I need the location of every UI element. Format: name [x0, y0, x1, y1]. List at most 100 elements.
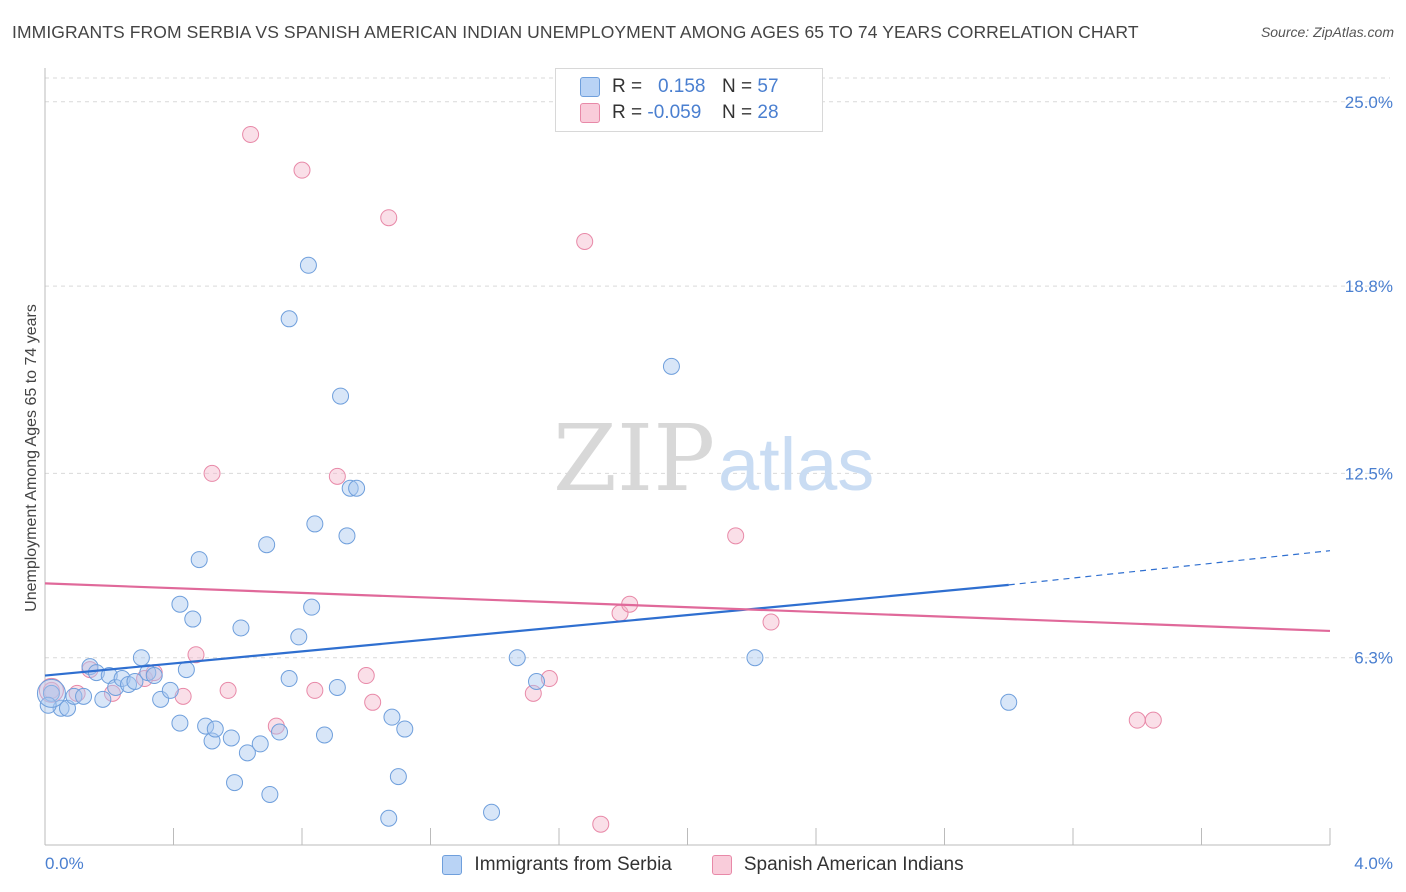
data-point-serbia	[171, 595, 189, 613]
trend-line-serbia	[44, 583, 1009, 677]
legend-label-serbia: Immigrants from Serbia	[474, 854, 672, 875]
data-point-serbia	[75, 687, 93, 705]
legend-r-label: R =	[612, 102, 643, 123]
legend-n-label: N =	[722, 76, 753, 97]
legend-swatch-pink	[711, 855, 732, 875]
data-point-serbia	[483, 803, 501, 821]
data-point-serbia	[662, 357, 680, 375]
x-tick-label: 0.0%	[45, 854, 84, 873]
axes	[44, 68, 1331, 846]
trend-line-serbia-extension	[1008, 550, 1331, 586]
data-point-serbia-cluster	[36, 678, 66, 708]
data-point-serbia	[338, 527, 356, 545]
data-point-spanish	[364, 693, 382, 711]
data-point-spanish	[357, 667, 375, 685]
data-point-serbia	[332, 387, 350, 405]
data-point-serbia	[107, 678, 125, 696]
data-point-serbia	[383, 708, 401, 726]
data-point-serbia	[348, 479, 366, 497]
y-tick-label: 6.3%	[1354, 649, 1393, 668]
data-point-serbia	[177, 661, 195, 679]
data-point-serbia	[171, 714, 189, 732]
data-point-serbia	[145, 667, 163, 685]
data-point-serbia	[238, 744, 256, 762]
data-point-serbia	[161, 681, 179, 699]
tick-labels: 6.3% 12.5% 18.8% 25.0% 0.0% 4.0%	[45, 93, 1393, 873]
data-point-spanish	[187, 646, 205, 664]
correlation-legend: R = 0.158 N = 57 R = -0.059 N = 28	[555, 68, 823, 132]
data-point-spanish	[203, 464, 221, 482]
data-point-serbia	[280, 310, 298, 328]
data-point-serbia	[280, 670, 298, 688]
series-legend: Immigrants from Serbia Spanish American …	[0, 852, 1406, 878]
data-point-serbia	[290, 628, 308, 646]
legend-n-label: N =	[722, 102, 753, 123]
data-point-spanish	[293, 161, 311, 179]
watermark-atlas: atlas	[718, 423, 874, 506]
data-point-serbia	[126, 672, 144, 690]
data-point-serbia	[94, 690, 112, 708]
data-point-serbia	[341, 479, 359, 497]
legend-n-value: 57	[757, 76, 779, 97]
legend-r-label: R =	[612, 76, 643, 97]
data-point-serbia	[271, 723, 289, 741]
legend-row-serbia: R = 0.158 N = 57	[580, 75, 779, 99]
legend-item-spanish[interactable]: Spanish American Indians	[711, 852, 964, 878]
data-point-spanish	[219, 681, 237, 699]
data-point-serbia	[303, 598, 321, 616]
data-point-serbia	[1000, 693, 1018, 711]
data-point-serbia	[226, 774, 244, 792]
data-point-spanish	[306, 681, 324, 699]
trend-lines	[44, 550, 1331, 677]
data-point-spanish-cluster	[38, 677, 64, 703]
legend-row-spanish: R = -0.059 N = 28	[580, 101, 779, 125]
data-point-serbia	[306, 515, 324, 533]
data-point-serbia	[52, 699, 70, 717]
legend-swatch-blue	[580, 77, 600, 97]
data-point-spanish	[380, 209, 398, 227]
y-tick-label: 12.5%	[1345, 464, 1393, 483]
data-point-serbia	[380, 809, 398, 827]
watermark-zip: ZIP	[553, 405, 715, 512]
data-point-serbia	[39, 696, 57, 714]
trend-line-spanish	[44, 582, 1331, 633]
data-point-serbia	[746, 649, 764, 667]
data-point-serbia	[261, 785, 279, 803]
data-point-serbia	[65, 687, 83, 705]
data-point-spanish	[762, 613, 780, 631]
data-point-serbia	[197, 717, 215, 735]
legend-n-value: 28	[757, 102, 779, 123]
data-point-serbia	[389, 768, 407, 786]
data-point-spanish	[576, 233, 594, 251]
legend-label-spanish: Spanish American Indians	[743, 854, 964, 875]
y-tick-label: 18.8%	[1345, 277, 1393, 296]
data-point-serbia	[396, 720, 414, 738]
data-point-serbia	[152, 690, 170, 708]
data-point-serbia	[113, 670, 131, 688]
y-axis-label: Unemployment Among Ages 65 to 74 years	[23, 304, 40, 612]
data-point-serbia	[315, 726, 333, 744]
data-point-spanish	[1128, 711, 1146, 729]
watermark: ZIP atlas	[553, 405, 874, 512]
data-point-spanish	[540, 670, 558, 688]
legend-item-serbia[interactable]: Immigrants from Serbia	[442, 852, 672, 878]
data-point-spanish	[727, 527, 745, 545]
legend-swatch-blue	[442, 855, 463, 875]
data-point-serbia	[232, 619, 250, 637]
data-point-serbia	[508, 649, 526, 667]
source-label: Source: ZipAtlas.com	[1260, 24, 1394, 40]
data-point-serbia	[528, 672, 546, 690]
blue-series-points	[36, 256, 1018, 827]
x-tick-label: 4.0%	[1354, 854, 1393, 873]
data-point-serbia	[87, 664, 105, 682]
data-point-serbia	[132, 649, 150, 667]
data-point-serbia	[206, 720, 224, 738]
chart-title: IMMIGRANTS FROM SERBIA VS SPANISH AMERIC…	[12, 22, 1139, 42]
data-point-spanish	[592, 815, 610, 833]
legend-r-value: -0.059	[647, 102, 702, 123]
data-point-serbia	[328, 678, 346, 696]
data-point-spanish	[242, 125, 260, 143]
data-point-serbia	[251, 735, 269, 753]
legend-swatch-pink	[580, 103, 600, 123]
